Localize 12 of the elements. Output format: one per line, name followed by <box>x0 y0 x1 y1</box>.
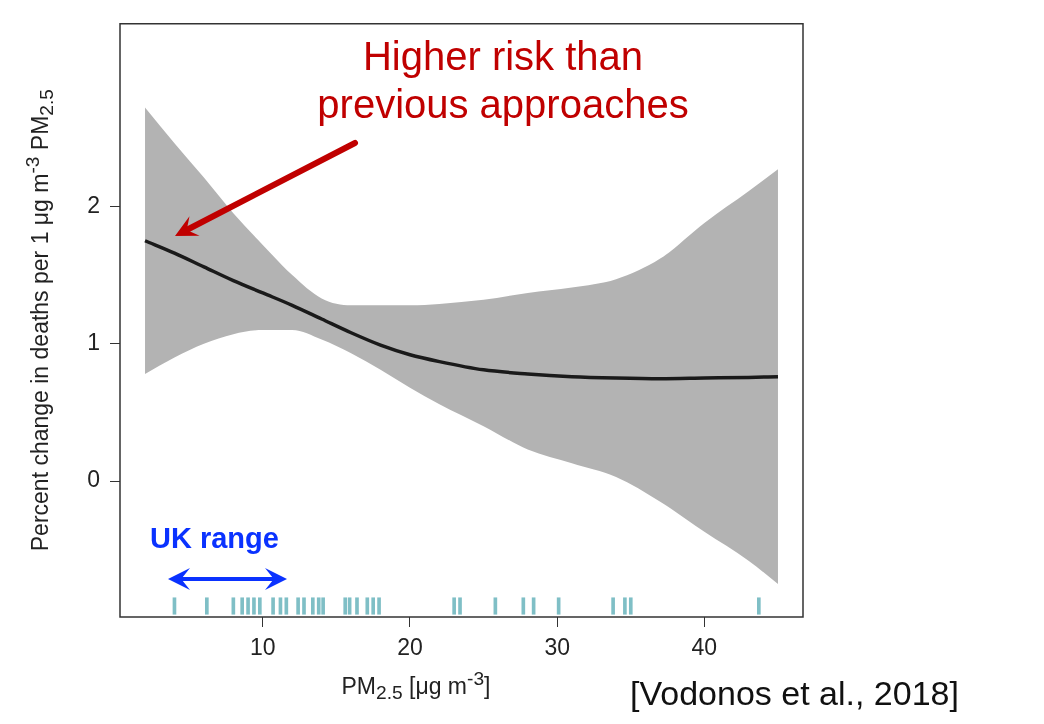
line-series <box>143 239 780 381</box>
annotation: Higher risk than previous approaches <box>316 33 690 128</box>
x-tick-label: 10 <box>249 634 276 661</box>
text: [Vodonos et al., 2018] <box>630 674 959 713</box>
x-tick-label: 30 <box>544 634 570 661</box>
x-tick-label: 20 <box>397 634 423 661</box>
y-tick-label: 2 <box>87 191 100 218</box>
y-tick-label: 1 <box>87 329 100 356</box>
x-tick-label: 40 <box>691 634 718 661</box>
x-axis-title: PM$_{2.5}$ [μg m$^{-3}$] <box>341 668 491 705</box>
annotation: UK range <box>150 522 279 555</box>
y-tick-label: 0 <box>87 466 100 493</box>
